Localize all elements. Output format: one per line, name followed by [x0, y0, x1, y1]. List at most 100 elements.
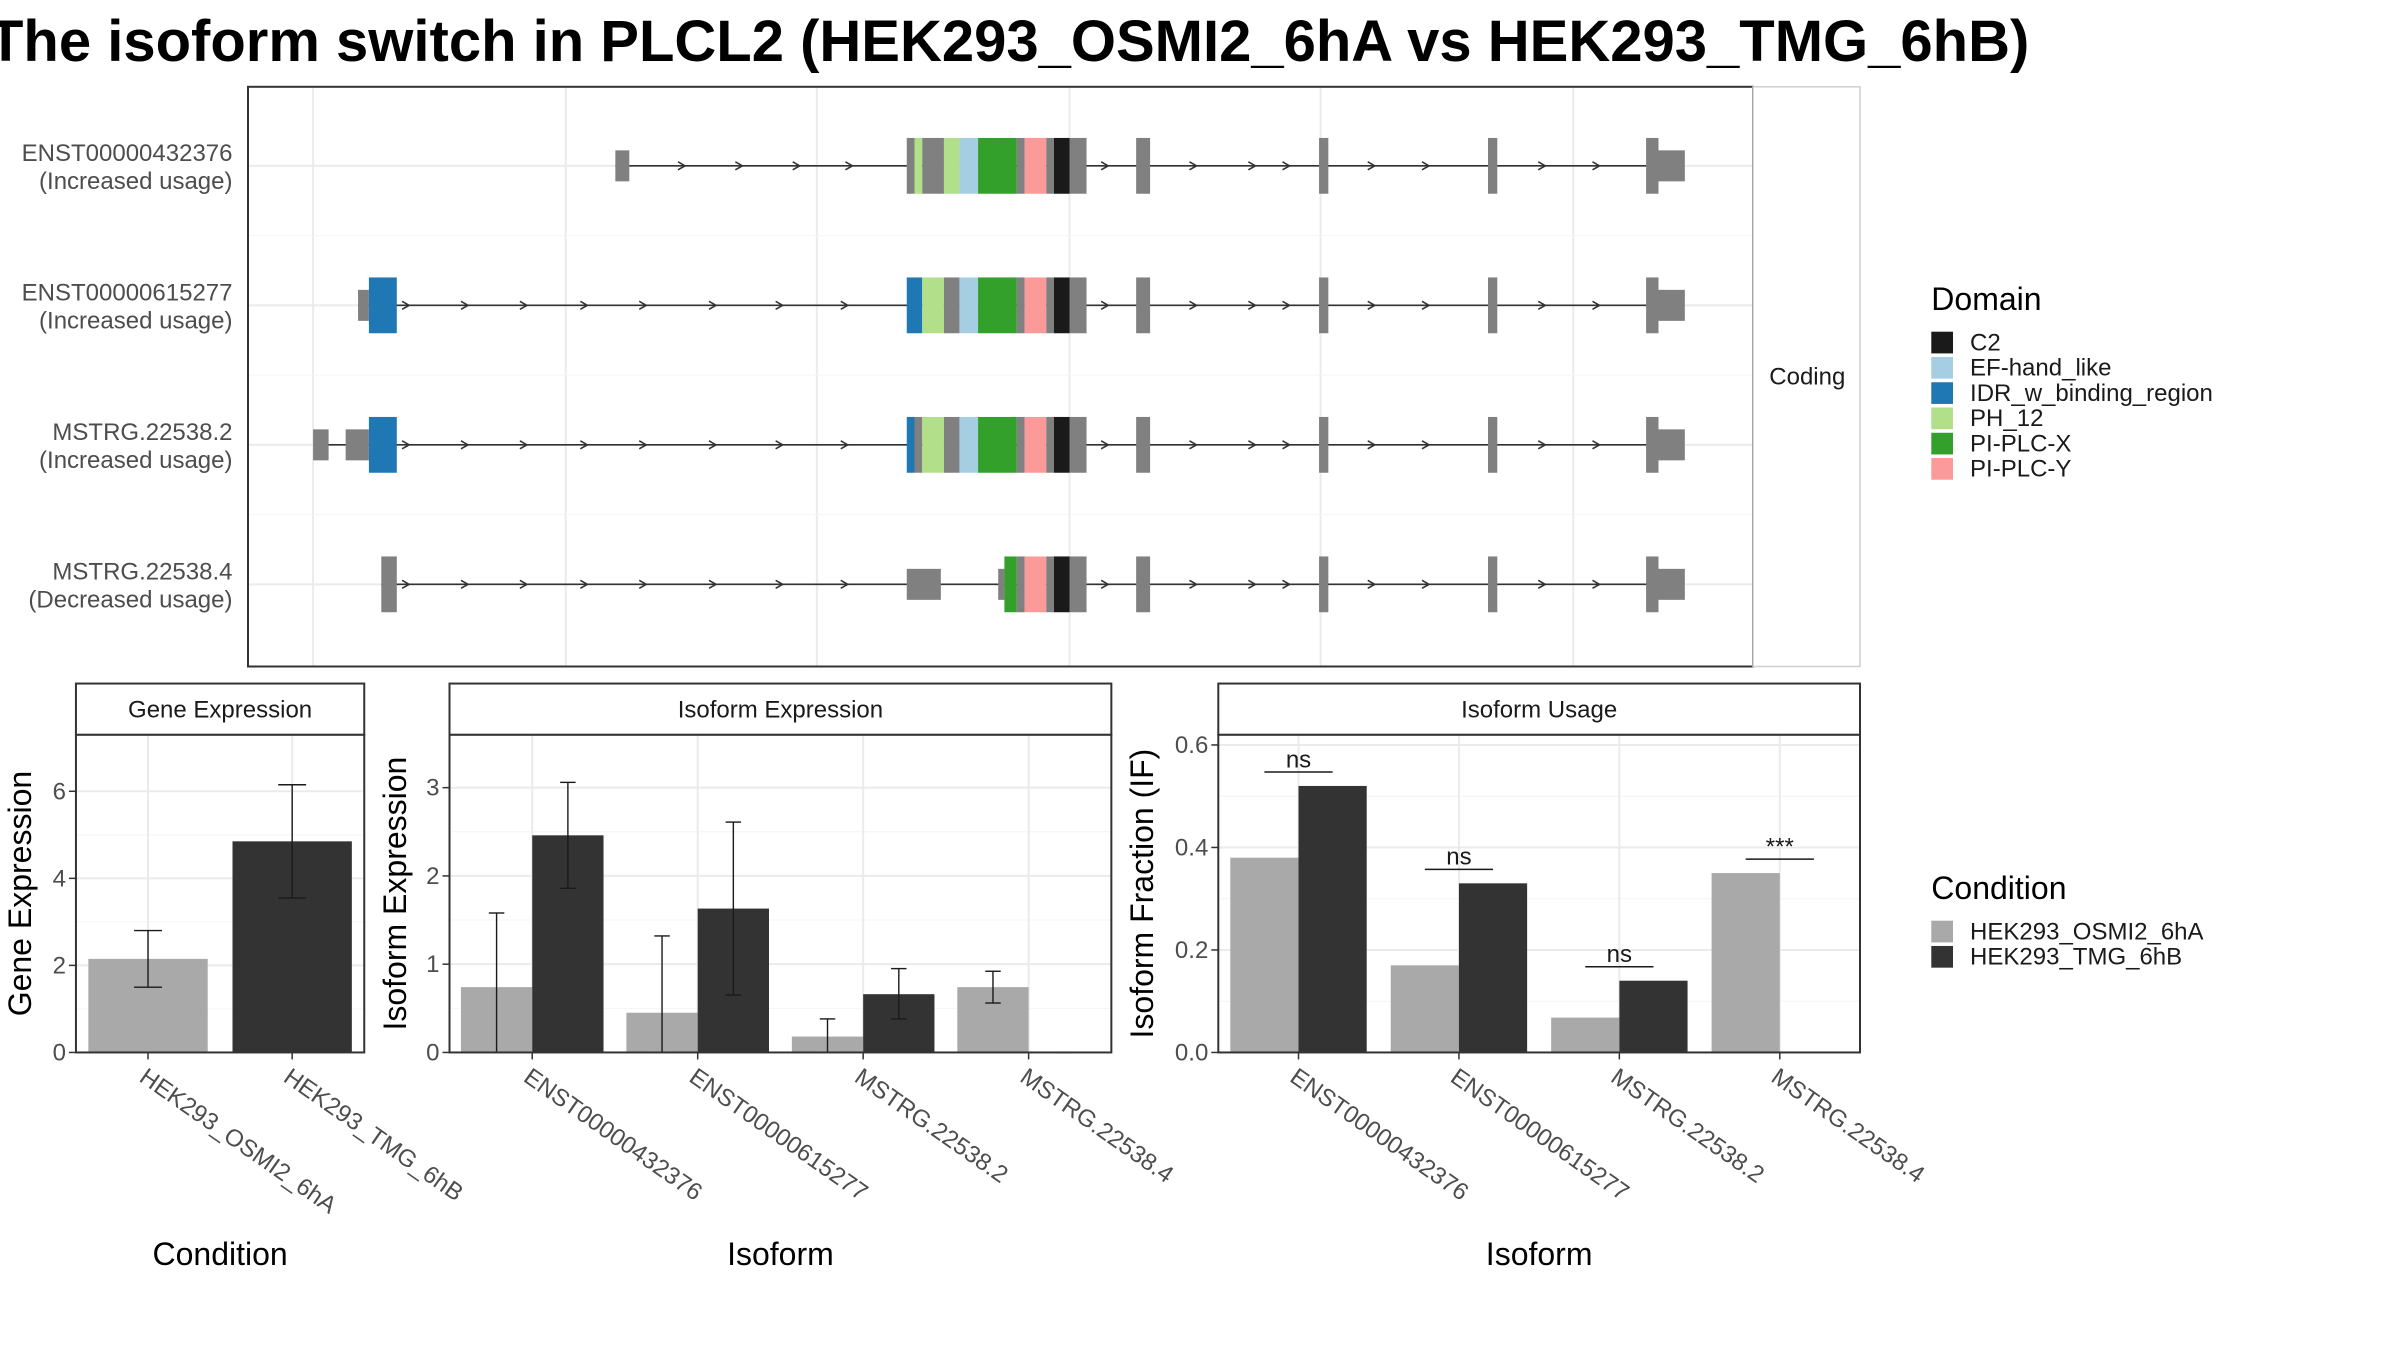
exon-coding [1646, 416, 1659, 473]
exon-coding [1319, 277, 1329, 334]
exon-coding [1488, 416, 1498, 473]
x-axis-title: Isoform [727, 1236, 834, 1272]
bar-osmi2 [1390, 965, 1459, 1053]
exon-coding [1136, 416, 1151, 473]
x-tick-label: ENST00000432376 [519, 1063, 707, 1206]
domain-segment [1046, 416, 1054, 473]
exon-utr [1658, 429, 1685, 461]
intron-direction-marker [734, 161, 744, 171]
intron-direction-marker [677, 161, 687, 171]
domain-segment [906, 277, 915, 334]
exon-utr [313, 429, 329, 461]
intron-direction-marker [1367, 440, 1377, 450]
y-tick-label: 0.2 [1175, 937, 1208, 964]
facet-strip-label: Coding [1769, 363, 1845, 390]
panel-strip-label: Isoform Expression [678, 697, 883, 724]
intron-direction-marker [1367, 161, 1377, 171]
panel-strip [448, 682, 1113, 736]
facet-strip [1752, 86, 1861, 668]
domain-segment [1046, 556, 1054, 613]
intron-direction-marker [1421, 300, 1431, 311]
intron-direction-marker [1100, 300, 1110, 311]
intron-direction-marker [775, 300, 785, 311]
domain-segment [1004, 556, 1017, 613]
domain-legend-label: PI-PLC-Y [1970, 456, 2071, 483]
domain-segment [1016, 556, 1025, 613]
intron-direction-marker [1100, 579, 1110, 590]
exon-utr [615, 150, 630, 182]
transcript-id-label: MSTRG.22538.2 [52, 419, 232, 446]
transcript-status-label: (Increased usage) [39, 308, 232, 335]
domain-segment [959, 416, 979, 473]
x-tick-label: MSTRG.22538.2 [1606, 1063, 1769, 1188]
y-axis-title: Isoform Fraction (IF) [1124, 749, 1160, 1039]
exon-utr [1658, 568, 1685, 600]
transcript-model-2 [358, 277, 1685, 334]
domain-segment [978, 137, 1017, 194]
y-tick-label: 4 [53, 865, 66, 892]
figure-title: The isoform switch in PLCL2 (HEK293_OSMI… [0, 9, 2030, 74]
intron-direction-marker [1421, 579, 1431, 590]
y-tick-label: 3 [426, 775, 439, 802]
domain-legend-swatch [1931, 458, 1953, 480]
intron-direction-marker [638, 579, 648, 590]
intron-direction-marker [519, 300, 529, 311]
transcript-model-1 [615, 137, 1685, 194]
intron-direction-marker [1189, 579, 1199, 590]
bar-tmg [1298, 785, 1367, 1053]
condition-legend-label: HEK293_OSMI2_6hA [1970, 918, 2203, 945]
domain-legend-swatch [1931, 432, 1953, 455]
domain-segment [978, 277, 1017, 334]
exon-coding [1488, 556, 1498, 613]
domain-legend-label: C2 [1970, 329, 2001, 356]
exon-utr [358, 289, 369, 321]
intron-direction-marker [1189, 161, 1199, 171]
y-axis-title: Gene Expression [2, 771, 38, 1016]
isoform-expression-panel: Isoform Expression 0 1 2 3 ENST00000432376ENS… [377, 682, 1178, 1272]
intron-direction-marker [1592, 579, 1602, 590]
domain-segment [1016, 277, 1025, 334]
intron-direction-marker [1367, 300, 1377, 311]
intron-direction-marker [840, 300, 850, 311]
domain-segment [959, 277, 979, 334]
intron-direction-marker [401, 300, 411, 311]
x-axis-title: Condition [152, 1236, 287, 1272]
exon-coding [1319, 416, 1329, 473]
significance-label: *** [1766, 833, 1794, 860]
domain-legend-label: EF-hand_like [1970, 355, 2111, 382]
panel-strip [74, 682, 366, 736]
transcript-status-label: (Increased usage) [39, 168, 232, 195]
intron-direction-marker [460, 300, 470, 311]
intron-direction-marker [579, 579, 589, 590]
y-tick-label: 0 [53, 1039, 66, 1066]
x-tick-label: MSTRG.22538.4 [1015, 1063, 1178, 1188]
domain-segment [1054, 137, 1070, 194]
intron-direction-marker [1282, 161, 1292, 171]
exon-utr [906, 568, 941, 600]
intron-direction-marker [1189, 440, 1199, 450]
intron-direction-marker [460, 440, 470, 450]
intron-direction-marker [1282, 440, 1292, 450]
intron-direction-marker [638, 440, 648, 450]
panel-strip-label: Isoform Usage [1461, 697, 1617, 724]
exon-coding [1069, 416, 1087, 473]
exon-coding [1069, 277, 1087, 334]
x-tick-label: ENST00000615277 [684, 1063, 872, 1206]
domain-segment [914, 416, 923, 473]
exon-coding [1646, 277, 1659, 334]
intron-direction-marker [1592, 440, 1602, 450]
exon-utr [345, 429, 369, 461]
exon-utr [906, 137, 915, 194]
domain-segment [1016, 416, 1025, 473]
exon-utr [1658, 150, 1685, 182]
condition-legend-title: Condition [1931, 870, 2066, 906]
x-axis-title: Isoform [1486, 1236, 1593, 1272]
intron-direction-marker [1537, 300, 1547, 311]
y-tick-label: 0.0 [1175, 1039, 1208, 1066]
intron-direction-marker [401, 579, 411, 590]
bar-osmi2 [1551, 1017, 1620, 1053]
domain-segment [1046, 277, 1054, 334]
intron-direction-marker [1248, 300, 1258, 311]
intron-direction-marker [1248, 161, 1258, 171]
exon-coding [1488, 137, 1498, 194]
